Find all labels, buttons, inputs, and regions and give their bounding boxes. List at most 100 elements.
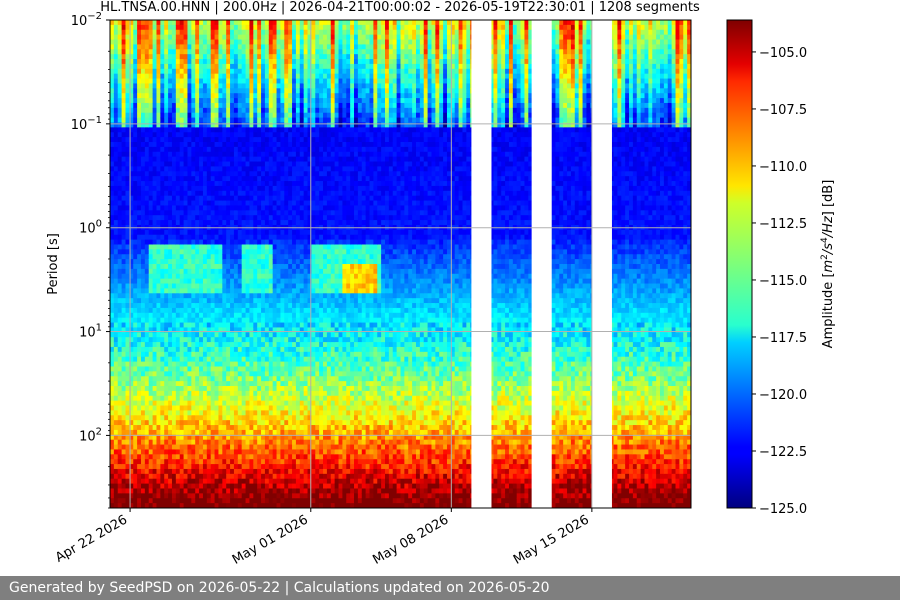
- heatmap-cell: [288, 220, 293, 226]
- heatmap-cell: [144, 181, 150, 187]
- heatmap-cell: [218, 468, 223, 475]
- heatmap-cell: [110, 273, 115, 280]
- heatmap-cell: [140, 39, 146, 45]
- heatmap-cell: [276, 20, 282, 26]
- heatmap-cell: [183, 449, 189, 455]
- heatmap-cell: [272, 264, 278, 270]
- heatmap-cell: [268, 478, 274, 485]
- heatmap-cell: [113, 259, 119, 265]
- heatmap-cell: [133, 386, 138, 392]
- heatmap-cell: [171, 200, 177, 207]
- heatmap-cell: [191, 102, 196, 109]
- heatmap-cell: [110, 63, 115, 70]
- heatmap-cell: [257, 63, 262, 70]
- heatmap-cell: [206, 317, 212, 324]
- heatmap-cell: [199, 483, 204, 490]
- heatmap-cell: [237, 200, 243, 207]
- heatmap-cell: [237, 498, 243, 504]
- heatmap-cell: [264, 68, 270, 75]
- heatmap-cell: [295, 386, 301, 392]
- heatmap-cell: [237, 73, 243, 80]
- heatmap-cell: [171, 93, 177, 99]
- heatmap-cell: [272, 142, 278, 148]
- heatmap-cell: [206, 171, 212, 177]
- heatmap-cell: [226, 351, 231, 358]
- heatmap-cell: [206, 337, 212, 343]
- heatmap-cell: [261, 24, 266, 31]
- heatmap-cell: [288, 234, 293, 241]
- heatmap-cell: [292, 478, 297, 485]
- heatmap-cell: [144, 249, 150, 255]
- heatmap-cell: [299, 356, 305, 363]
- heatmap-cell: [249, 464, 254, 470]
- heatmap-cell: [292, 142, 297, 148]
- heatmap-cell: [249, 390, 254, 397]
- heatmap-cell: [230, 332, 235, 338]
- heatmap-cell: [249, 327, 254, 333]
- heatmap-cell: [257, 88, 262, 94]
- heatmap-cell: [133, 244, 138, 250]
- heatmap-cell: [272, 200, 278, 207]
- heatmap-cell: [226, 317, 231, 324]
- heatmap-cell: [280, 127, 285, 133]
- heatmap-cell: [276, 351, 282, 358]
- heatmap-cell: [175, 444, 181, 451]
- heatmap-cell: [110, 39, 115, 45]
- heatmap-cell: [110, 464, 115, 470]
- heatmap-cell: [156, 342, 161, 348]
- heatmap-cell: [272, 220, 278, 226]
- heatmap-cell: [218, 405, 223, 411]
- heatmap-cell: [129, 98, 134, 104]
- heatmap-cell: [133, 483, 138, 490]
- heatmap-cell: [125, 488, 130, 494]
- heatmap-cell: [245, 303, 251, 309]
- heatmap-cell: [214, 200, 220, 207]
- heatmap-cell: [276, 366, 282, 372]
- heatmap-cell: [264, 503, 270, 508]
- heatmap-cell: [295, 293, 301, 299]
- heatmap-cell: [245, 98, 251, 104]
- heatmap-cell: [206, 20, 212, 26]
- heatmap-cell: [264, 93, 270, 99]
- heatmap-cell: [199, 151, 204, 158]
- heatmap-cell: [222, 493, 227, 499]
- heatmap-cell: [125, 268, 130, 275]
- heatmap-cell: [160, 298, 165, 304]
- heatmap-cell: [276, 156, 282, 163]
- heatmap-cell: [268, 44, 274, 50]
- heatmap-cell: [156, 449, 161, 455]
- heatmap-cell: [295, 195, 301, 202]
- heatmap-cell: [288, 73, 293, 80]
- heatmap-cell: [226, 298, 231, 304]
- heatmap-cell: [129, 322, 134, 329]
- heatmap-cell: [140, 264, 146, 270]
- heatmap-cell: [133, 176, 138, 182]
- heatmap-cell: [171, 73, 177, 80]
- heatmap-cell: [257, 425, 262, 431]
- heatmap-cell: [261, 366, 266, 372]
- heatmap-cell: [295, 244, 301, 250]
- heatmap-cell: [133, 478, 138, 485]
- heatmap-cell: [206, 498, 212, 504]
- heatmap-cell: [230, 322, 235, 329]
- heatmap-cell: [125, 386, 130, 392]
- heatmap-cell: [140, 254, 146, 260]
- heatmap-cell: [264, 444, 270, 451]
- heatmap-cell: [140, 122, 146, 128]
- heatmap-cell: [241, 478, 247, 485]
- heatmap-cell: [292, 112, 297, 119]
- heatmap-cell: [137, 142, 142, 148]
- heatmap-cell: [249, 112, 254, 119]
- heatmap-cell: [144, 425, 150, 431]
- heatmap-cell: [202, 112, 208, 119]
- heatmap-cell: [179, 405, 185, 411]
- heatmap-cell: [191, 449, 196, 455]
- heatmap-cell: [164, 327, 169, 333]
- heatmap-cell: [144, 264, 150, 270]
- heatmap-cell: [261, 220, 266, 226]
- heatmap-cell: [245, 59, 251, 65]
- heatmap-cell: [117, 420, 123, 426]
- heatmap-cell: [156, 303, 161, 309]
- heatmap-cell: [210, 337, 216, 343]
- heatmap-cell: [210, 493, 216, 499]
